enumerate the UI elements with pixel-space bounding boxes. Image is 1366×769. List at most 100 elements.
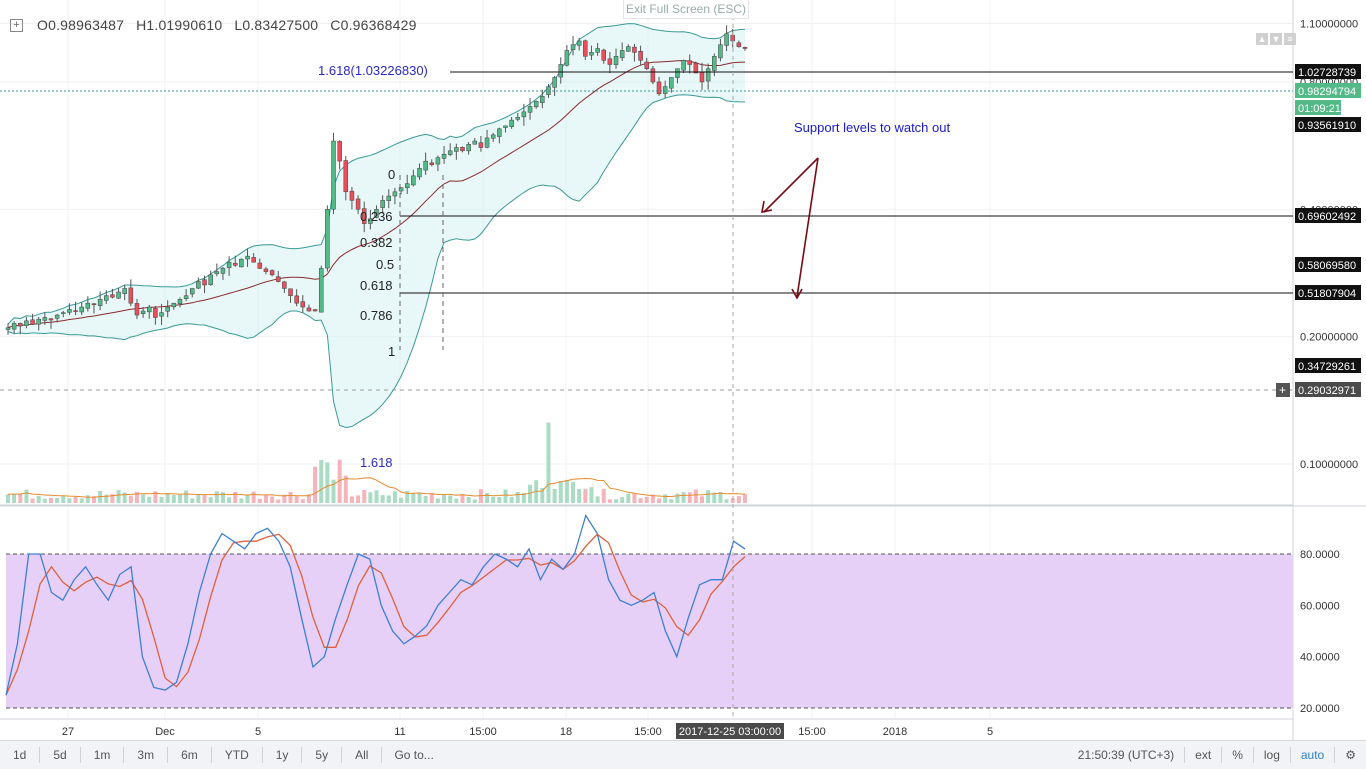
range-all[interactable]: All [355,748,369,762]
stochastic-k-line [5,513,746,696]
volume-bars [6,422,747,503]
candle-body [509,119,514,127]
volume-bar [343,475,348,503]
volume-bar [36,495,41,503]
candle-body [18,323,23,327]
candle-body [607,58,613,65]
volume-bar [208,497,213,503]
volume-bar [165,493,170,503]
bollinger-fill [8,23,745,428]
candle-body [595,48,600,53]
range-6m[interactable]: 6m [181,748,198,762]
volume-bar [386,495,391,503]
volume-bar [712,492,717,503]
stoch-tick-3: 20.0000 [1300,703,1340,715]
volume-bar [423,495,428,503]
range-1y[interactable]: 1y [275,748,289,762]
candle-body [552,77,557,88]
volume-bar [220,492,225,503]
candle-body [441,153,447,159]
candles [5,25,748,335]
stoch-tick-1: 60.0000 [1300,600,1340,612]
volume-bar [681,492,686,503]
candle-body [705,68,711,82]
candle-body [613,56,619,65]
volume-bar [405,491,410,503]
time-tick-8: 2018 [883,726,907,738]
goto-button[interactable]: Go to... [394,748,434,762]
settings-icon[interactable]: ≡ [1284,33,1296,45]
stoch-tick-0: 80.0000 [1300,549,1340,561]
candle-body [478,142,484,148]
svg-text:0.93561910: 0.93561910 [1298,120,1356,132]
range-5d[interactable]: 5d [53,748,67,762]
price-tag-fib_ext: 1.02728739 [1295,64,1361,79]
volume-bar [564,479,569,503]
volume-bar [743,494,747,503]
candle-body [275,276,281,282]
expand-icon[interactable]: + [10,18,23,32]
candle-body [447,150,453,155]
volume-bar [227,497,232,503]
candle-body [619,50,625,59]
volume-bar [116,490,121,503]
volume-bar [300,499,305,503]
volume-bar [626,493,631,503]
time-crosshair-tag: 2017-12-25 03:00:00 [676,723,784,739]
candle-body [681,60,686,71]
candle-body [306,307,312,312]
volume-bar [42,498,47,503]
add-level-icon[interactable]: + [1276,383,1290,397]
candle-body [122,288,127,294]
volume-bar [650,494,655,503]
volume-bar [233,491,238,503]
fib-level-4: 0.618 [360,278,393,293]
volume-bar [478,489,483,503]
candle-body [589,52,594,56]
candle-body [147,306,152,313]
candle-body [104,295,109,301]
candle-body [497,128,502,137]
settings-gear-icon[interactable]: ⚙ [1345,748,1356,762]
volume-bar [251,491,256,503]
exit-fullscreen-button[interactable]: Exit Full Screen (ESC) [623,0,749,19]
candle-body [736,42,742,47]
volume-bar [558,481,563,503]
ext-toggle[interactable]: ext [1195,748,1212,762]
range-1m[interactable]: 1m [93,748,111,762]
volume-bar [6,494,10,503]
candle-body [226,261,232,268]
volume-bar [245,494,250,503]
price-tag-last_price: 0.98294794 [1295,83,1361,98]
candle-body [325,209,330,269]
volume-bar [497,496,502,503]
range-ytd[interactable]: YTD [224,748,249,762]
ohlc-close: C0.96368429 [330,17,417,33]
candle-body [312,309,318,312]
chart-canvas[interactable]: 1.100000000.800000000.400000000.20000000… [0,0,1366,740]
candle-body [220,268,226,274]
move-down-icon[interactable]: ▼ [1270,33,1282,45]
candle-body [374,209,379,218]
volume-bar [632,493,637,503]
price-tag-support_3: 0.58069580 [1295,257,1361,272]
time-tick-5: 18 [560,726,572,738]
move-up-icon[interactable]: ▲ [1256,33,1268,45]
range-1d[interactable]: 1d [13,748,27,762]
volume-bar [583,488,588,503]
auto-toggle[interactable]: auto [1300,748,1325,762]
percent-toggle[interactable]: % [1232,748,1243,762]
candle-body [282,281,287,289]
candle-body [386,195,392,202]
price-tick-4: 0.10000000 [1300,459,1358,471]
volume-bar [153,491,158,503]
fib-level-3: 0.5 [376,257,394,272]
candle-body [417,168,422,178]
candle-body [398,187,404,192]
range-5y[interactable]: 5y [315,748,329,762]
volume-bar [91,496,96,503]
candle-body [85,302,91,309]
range-3m[interactable]: 3m [137,748,155,762]
volume-bar [620,497,625,503]
log-toggle[interactable]: log [1263,748,1280,762]
